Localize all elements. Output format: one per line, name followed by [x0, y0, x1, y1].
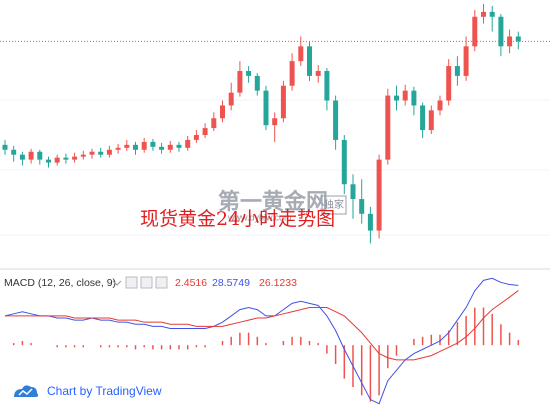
candle-body [385, 95, 391, 160]
price-pane [0, 3, 550, 244]
candle-body [428, 110, 434, 131]
footer[interactable]: Chart by TradingView [14, 384, 162, 398]
candle-body [211, 118, 217, 129]
candle-body [37, 151, 43, 160]
caption-text: 现货黄金24小时走势图 [140, 208, 335, 230]
candle-body [411, 90, 417, 106]
candle-body [333, 100, 339, 140]
site-text: www.dyhjw.com [227, 212, 292, 222]
macd-pane [4, 277, 520, 405]
candle-body [185, 139, 191, 148]
candle-body [220, 105, 225, 119]
candle-body [446, 66, 452, 101]
candle-body [2, 144, 8, 150]
candle-body [54, 157, 60, 163]
candle-body [359, 199, 365, 214]
candle-body [46, 159, 51, 163]
candle-body [246, 70, 252, 76]
candle-body [63, 157, 69, 160]
candle-body [489, 11, 495, 17]
candle-body [72, 156, 78, 160]
candle-body [263, 90, 269, 126]
signal-value: 26.1233 [259, 277, 297, 289]
badge-box [321, 195, 347, 215]
histogram-value: 2.4516 [175, 277, 207, 289]
candle-body [193, 135, 199, 140]
badge-text: 独家 [324, 198, 344, 211]
logo-line [18, 388, 33, 396]
candle-body [237, 70, 243, 93]
candle-body [463, 46, 469, 76]
candle-body [367, 213, 373, 231]
close-button[interactable] [155, 276, 168, 289]
candle-body [289, 61, 295, 86]
candle-body [376, 159, 382, 231]
candle-body [280, 85, 286, 119]
candle-body [507, 36, 513, 47]
candle-body [394, 95, 399, 101]
candle-body [420, 105, 426, 131]
candle-body [133, 144, 138, 150]
candle-body [150, 141, 156, 147]
candle-body [141, 141, 147, 150]
candle-body [341, 139, 347, 185]
candle-body [298, 46, 304, 62]
candle-body [498, 16, 504, 47]
macd-value: 28.5749 [212, 277, 250, 289]
candle-body [515, 36, 521, 42]
candle-body [28, 151, 34, 160]
candle-body [98, 151, 104, 155]
candle-body [167, 144, 173, 150]
candle-body [437, 100, 443, 111]
candle-body [124, 144, 130, 148]
candle-body [89, 151, 95, 155]
candle-body [315, 70, 321, 76]
candle-body [159, 146, 165, 150]
candle-body [19, 154, 25, 160]
signal-line [5, 290, 519, 361]
candle-body [202, 128, 208, 135]
indicator-title: MACD (12, 26, close, 9) [4, 277, 116, 289]
candle-body [176, 144, 182, 148]
candle-body [80, 154, 86, 157]
candle-body [228, 92, 234, 106]
candle-body [350, 184, 356, 200]
candle-body [254, 75, 260, 91]
visibility-button[interactable] [125, 276, 138, 289]
candle-body [11, 149, 17, 155]
candle-body [402, 90, 408, 101]
settings-button[interactable] [140, 276, 153, 289]
candle-body [307, 46, 312, 76]
candle-body [272, 118, 278, 126]
brand-link[interactable]: Chart by TradingView [47, 384, 162, 398]
macd-legend: MACD (12, 26, close, 9) 2.4516 28.5749 2… [4, 276, 297, 289]
watermark: 第一黄金网 独家 www.dyhjw.com 现货黄金24小时走势图 [140, 189, 347, 230]
candle-body [106, 149, 112, 155]
candle-body [324, 70, 330, 101]
watermark-text: 第一黄金网 [218, 189, 328, 215]
candle-body [472, 16, 478, 47]
candle-body [454, 66, 460, 76]
candle-body [481, 11, 486, 17]
dropdown-icon[interactable] [112, 280, 122, 286]
candle-body [115, 147, 121, 150]
